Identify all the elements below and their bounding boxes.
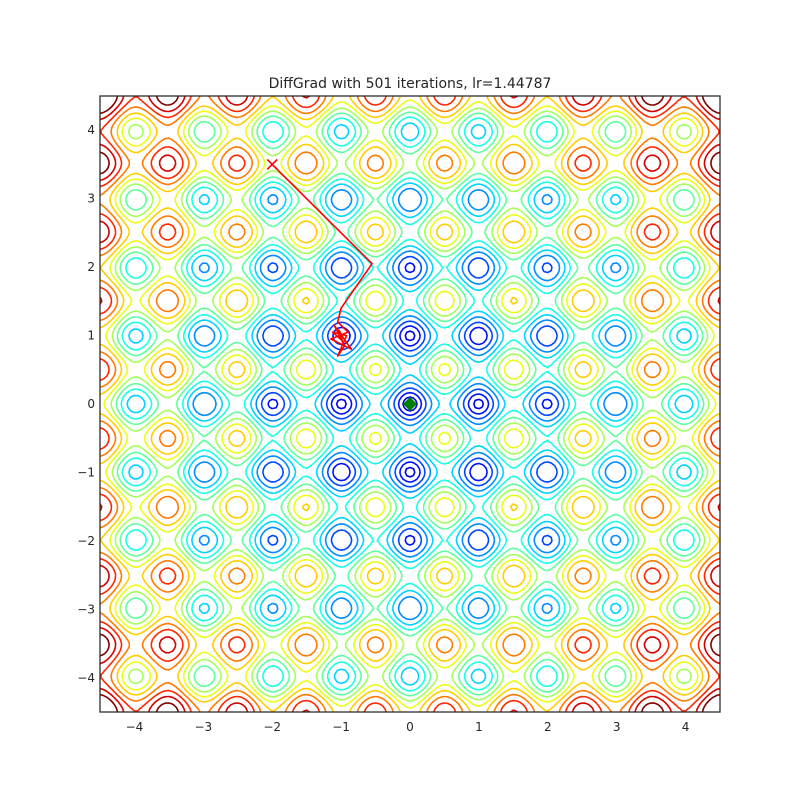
plot-frame — [99, 95, 721, 713]
chart-title: DiffGrad with 501 iterations, lr=1.44787 — [269, 76, 552, 92]
global-minimum-diamond — [403, 397, 417, 411]
x-tick-label: −4 — [126, 720, 144, 734]
trajectory-start-marker — [266, 158, 278, 171]
contour-level-9 — [100, 96, 720, 712]
contour-level-1 — [267, 262, 553, 546]
contour-level-3 — [192, 187, 628, 621]
x-tick-label: −1 — [332, 720, 350, 734]
contour-level-6 — [115, 111, 705, 697]
x-tick-label: 1 — [475, 720, 483, 734]
x-tick-label: −3 — [194, 720, 212, 734]
y-tick-label: −4 — [77, 671, 95, 685]
y-tick-label: −1 — [77, 465, 95, 479]
y-axis-ticks: −4 −3 −2 −1 0 1 2 3 4 — [77, 123, 95, 685]
y-tick-label: 0 — [87, 397, 95, 411]
contour-lines — [100, 96, 720, 712]
y-tick-label: 4 — [87, 123, 95, 137]
y-tick-label: 3 — [87, 192, 95, 206]
contour-level-0 — [335, 330, 485, 478]
x-tick-label: 0 — [406, 720, 414, 734]
contour-level-7 — [110, 106, 710, 702]
x-tick-label: 4 — [682, 720, 690, 734]
y-tick-label: −3 — [77, 602, 95, 616]
x-tick-label: −2 — [263, 720, 281, 734]
x-axis-ticks: −4 −3 −2 −1 0 1 2 3 4 — [126, 720, 690, 734]
contour-level-8 — [103, 99, 717, 709]
y-tick-label: 2 — [87, 260, 95, 274]
contour-level-10 — [100, 96, 720, 712]
contour-level-12 — [100, 96, 720, 712]
y-tick-label: 1 — [87, 329, 95, 343]
x-tick-label: 2 — [544, 720, 552, 734]
trajectory-path — [271, 163, 373, 357]
x-tick-label: 3 — [613, 720, 621, 734]
contour-level-11 — [100, 96, 720, 712]
y-tick-label: −2 — [77, 534, 95, 548]
global-minimum-marker — [403, 397, 417, 411]
optimizer-trajectory — [266, 158, 373, 357]
contour-level-2 — [260, 255, 560, 553]
contour-level-4 — [126, 122, 694, 686]
contour-level-5 — [120, 116, 700, 692]
